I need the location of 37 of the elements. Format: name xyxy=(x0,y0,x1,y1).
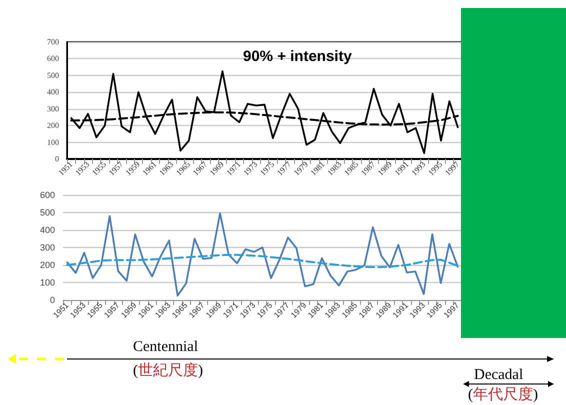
line-series xyxy=(66,254,459,268)
x-tick-label: 1983 xyxy=(326,160,344,178)
text: (年代尺度) xyxy=(468,387,538,403)
x-tick-label: 1989 xyxy=(376,160,394,178)
text: Centennial xyxy=(133,339,198,355)
y-tick-label: 700 xyxy=(47,38,59,46)
x-tick-label: 1961 xyxy=(140,160,158,178)
y-tick-label: 200 xyxy=(40,260,55,270)
y-tick-label: 300 xyxy=(40,242,55,252)
y-tick-label: 0 xyxy=(50,295,55,305)
x-tick-label: 1953 xyxy=(74,160,92,178)
x-tick-label: 1973 xyxy=(242,160,260,178)
x-tick-label: 1979 xyxy=(292,160,310,178)
x-tick-label: 1981 xyxy=(308,160,327,178)
y-tick-label: 200 xyxy=(47,121,59,130)
y-tick-label: 300 xyxy=(47,104,59,114)
x-tick-label: 1959 xyxy=(124,160,142,178)
x-tick-label: 1963 xyxy=(158,160,176,178)
line-series xyxy=(66,212,459,297)
text: Decadal xyxy=(474,367,524,383)
x-tick-label: 1993 xyxy=(410,160,428,178)
line-series xyxy=(70,70,459,154)
chart-title: 90% + intensity xyxy=(243,48,352,65)
y-tick-label: 100 xyxy=(40,278,55,288)
x-tick-label: 1969 xyxy=(208,160,226,178)
y-tick-label: 600 xyxy=(40,190,55,200)
y-tick-label: 100 xyxy=(47,138,59,147)
y-tick-label: 400 xyxy=(47,88,59,97)
y-tick-label: 500 xyxy=(47,70,59,80)
y-tick-label: 600 xyxy=(47,54,59,64)
y-tick-label: 0 xyxy=(55,154,59,164)
x-tick-label: 1971 xyxy=(224,160,242,178)
text: (世紀尺度) xyxy=(133,363,203,379)
x-tick-label: 1991 xyxy=(392,160,411,178)
y-tick-label: 400 xyxy=(40,225,55,235)
y-tick-label: 500 xyxy=(40,208,55,218)
x-tick-label: 1951 xyxy=(56,160,74,178)
